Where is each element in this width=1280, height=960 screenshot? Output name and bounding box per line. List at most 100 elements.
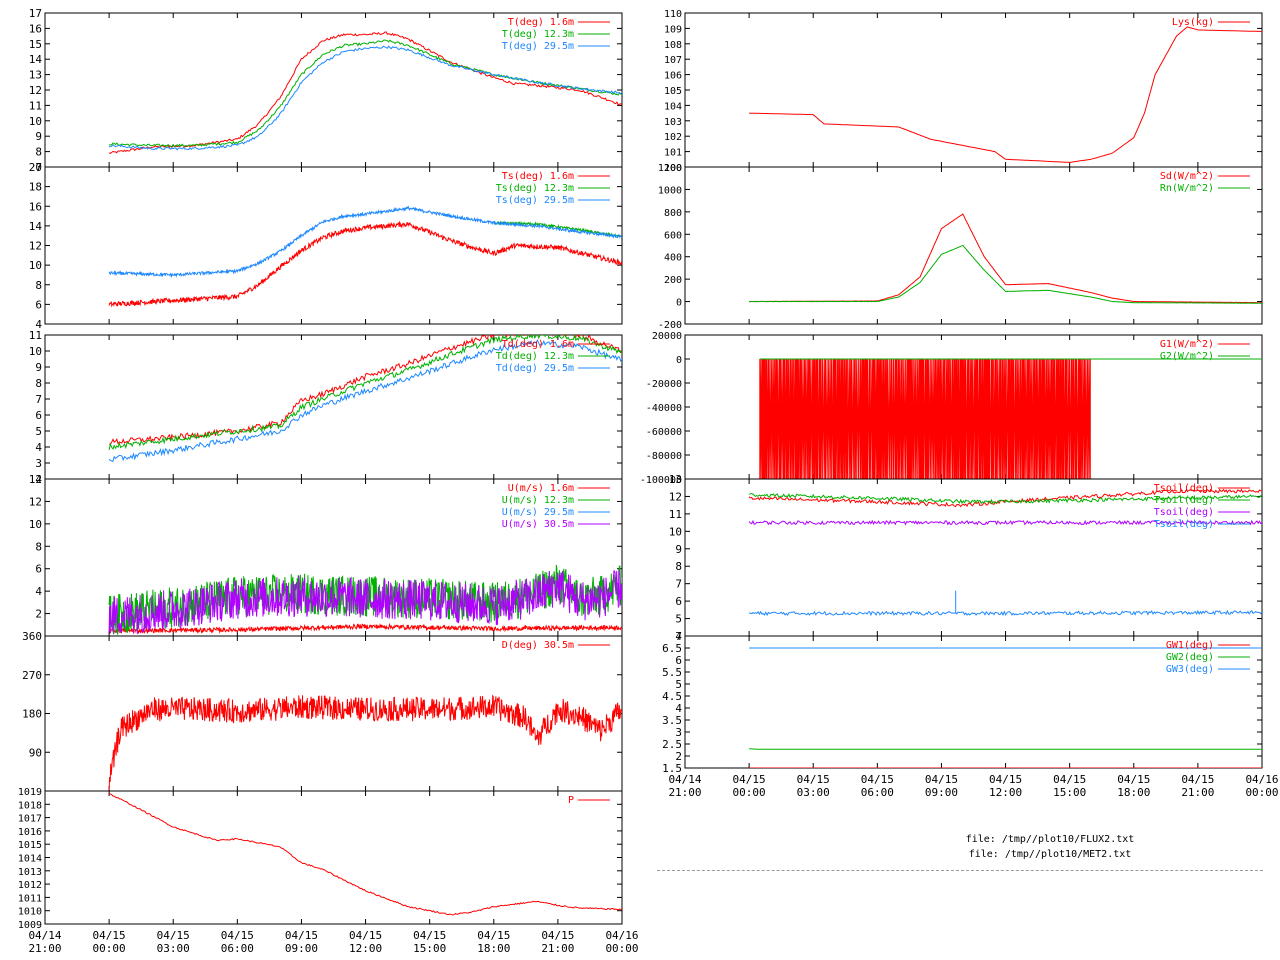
wind-speed-series-3 [108, 569, 622, 635]
y-tick-label: 10 [29, 518, 42, 531]
right-x-time-label: 12:00 [989, 786, 1022, 799]
right-x-time-label: 15:00 [1053, 786, 1086, 799]
right-x-time-label: 03:00 [797, 786, 830, 799]
lysimeter-frame [684, 12, 1263, 168]
legend-label: GW3(deg) [1166, 664, 1214, 675]
y-tick-label: 2 [675, 750, 682, 763]
legend-label: U(m/s) 29.5m [502, 507, 574, 518]
right-x-time-label: 00:00 [1245, 786, 1278, 799]
left-x-time-label: 15:00 [413, 942, 446, 955]
y-tick-label: 180 [22, 708, 42, 721]
pressure-panel: 1009 1010 1011 1012 1013 1014 1015 1016 1017 1018… [18, 787, 623, 931]
right-x-time-label: 18:00 [1117, 786, 1150, 799]
right-x-date-label: 04/15 [1053, 773, 1086, 786]
y-tick-label: 13 [669, 473, 682, 486]
y-tick-label: -100000 [640, 475, 682, 486]
legend-label: G1(W/m^2) [1160, 339, 1214, 350]
legend-label: T(deg) 29.5m [502, 41, 574, 52]
right-x-time-label: 09:00 [925, 786, 958, 799]
right-x-time-label: 06:00 [861, 786, 894, 799]
left-x-date-label: 04/15 [349, 929, 382, 942]
y-tick-label: 3.5 [662, 714, 682, 727]
legend-label: Sd(W/m^2) [1160, 171, 1214, 182]
y-tick-label: 4.5 [662, 690, 682, 703]
y-tick-label: 1013 [18, 867, 42, 878]
y-tick-label: 14 [29, 53, 43, 66]
y-tick-label: 1019 [18, 787, 42, 798]
y-tick-label: 5 [675, 613, 682, 626]
y-tick-label: 6 [675, 595, 682, 608]
wind-direction-series-0 [108, 694, 622, 791]
right-x-time-label: 21:00 [1181, 786, 1214, 799]
left-x-date-label: 04/15 [157, 929, 190, 942]
soil-temperature-series-3 [749, 609, 1262, 617]
y-tick-label: 10 [29, 259, 42, 272]
legend-label: G2(W/m^2) [1160, 351, 1214, 362]
left-x-date-label: 04/15 [477, 929, 510, 942]
y-tick-label: 9 [675, 543, 682, 556]
radiation-series-0 [749, 213, 1262, 304]
y-tick-label: 5 [35, 425, 42, 438]
sonic-temperature-series-2 [108, 205, 622, 279]
y-tick-label: 90 [29, 746, 42, 759]
legend-label: GW2(deg) [1166, 652, 1214, 663]
y-tick-label: 104 [664, 101, 682, 112]
sonic-temperature-series-0 [108, 220, 622, 308]
right-x-date-label: 04/16 [1245, 773, 1278, 786]
y-tick-label: 8 [35, 279, 42, 292]
right-x-time-label: 00:00 [733, 786, 766, 799]
dew-point-series-0 [109, 335, 622, 445]
soil-temperature-series-2 [748, 519, 1262, 526]
legend-label: Tsoil(deg) [1154, 507, 1214, 518]
flux-file-label: file: /tmp//plot10/FLUX2.txt [965, 834, 1135, 845]
pressure-series-0 [108, 792, 622, 916]
air-temperature-series-0 [108, 31, 622, 154]
legend-label: Td(deg) 12.3m [496, 351, 574, 362]
met-file-label: file: /tmp//plot10/MET2.txt [968, 849, 1132, 860]
y-tick-label: 5.5 [662, 666, 682, 679]
y-tick-label: -60000 [646, 427, 682, 438]
y-tick-label: 17 [29, 7, 42, 20]
right-x-date-label: 04/15 [925, 773, 958, 786]
y-tick-label: 9 [35, 130, 42, 143]
legend-label: U(m/s) 1.6m [508, 483, 574, 494]
ground-heat-flux-panel: -100000 -80000 -60000 -40000 -20000 0 20000 G1(… [640, 331, 1263, 486]
y-tick-label: 4 [35, 318, 42, 331]
legend-label: T(deg) 1.6m [508, 17, 574, 28]
y-tick-label: 11 [669, 508, 682, 521]
air-temperature-panel: 7 8 9 10 11 12 13 14 15 16 17 T(deg) 1.6mT(deg) 12.… [29, 7, 623, 174]
right-x-date-label: 04/15 [1181, 773, 1214, 786]
y-tick-label: 5 [675, 678, 682, 691]
y-tick-label: 1011 [18, 893, 42, 904]
y-tick-label: 400 [664, 253, 682, 264]
y-tick-label: 13 [29, 69, 42, 82]
dew-point-series-1 [108, 335, 622, 451]
y-tick-label: 6 [35, 409, 42, 422]
y-tick-label: 105 [664, 86, 682, 97]
y-tick-label: 6.5 [662, 642, 682, 655]
left-x-date-label: 04/15 [93, 929, 126, 942]
y-tick-label: 3 [35, 457, 42, 470]
legend-label: U(m/s) 12.3m [502, 495, 574, 506]
soil-temperature-panel: 45678910111213Tsoil(deg)Tsoil(deg)Tsoil(… [669, 473, 1263, 643]
legend-label: Tsoil(deg) [1154, 483, 1214, 494]
lysimeter-series-0 [749, 26, 1262, 163]
y-tick-label: 1017 [18, 814, 42, 825]
y-tick-label: 20000 [652, 331, 682, 342]
y-tick-label: 4 [675, 630, 682, 643]
right-x-date-label: 04/15 [989, 773, 1022, 786]
y-tick-label: 11 [29, 99, 42, 112]
legend-label: Td(deg) 1.6m [502, 339, 574, 350]
left-x-time-label: 09:00 [285, 942, 318, 955]
legend-label: Ts(deg) 1.6m [502, 171, 574, 182]
right-x-date-label: 04/15 [1117, 773, 1150, 786]
y-tick-label: 9 [35, 361, 42, 374]
y-tick-label: 4 [35, 585, 42, 598]
right-x-date-label: 04/14 [668, 773, 701, 786]
y-tick-label: 1000 [658, 185, 682, 196]
left-x-date-label: 04/15 [221, 929, 254, 942]
y-tick-label: 1200 [658, 163, 682, 174]
